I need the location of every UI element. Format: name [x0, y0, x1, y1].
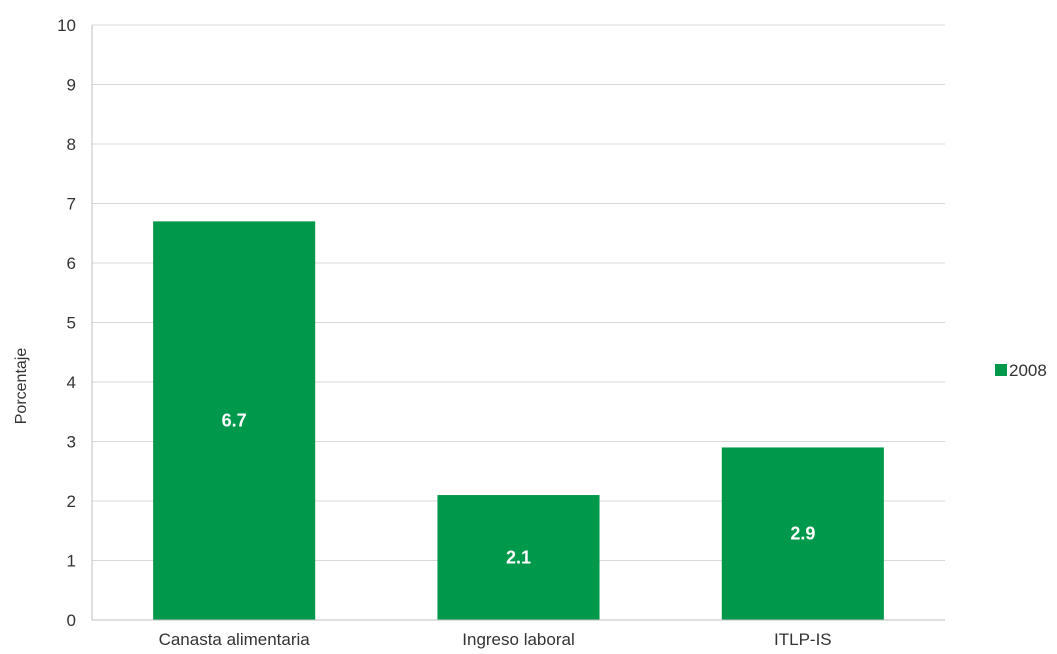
legend-swatch-2008	[995, 364, 1007, 376]
y-axis-title: Porcentaje	[13, 348, 30, 425]
data-label: 2.1	[506, 548, 531, 568]
x-category-label: ITLP-IS	[774, 630, 832, 649]
legend-label-2008: 2008	[1009, 361, 1047, 380]
data-label: 2.9	[790, 524, 815, 544]
y-tick-label: 9	[67, 76, 76, 95]
y-tick-label: 4	[67, 373, 76, 392]
legend: 2008	[995, 361, 1047, 380]
bar-0	[153, 221, 316, 620]
x-category-label: Canasta alimentaria	[159, 630, 311, 649]
y-tick-label: 6	[67, 254, 76, 273]
data-labels: 6.7 2.1 2.9	[222, 411, 816, 568]
y-tick-label: 1	[67, 552, 76, 571]
y-tick-label: 3	[67, 433, 76, 452]
y-tick-label: 7	[67, 195, 76, 214]
y-axis-ticks: 0 1 2 3 4 5 6 7 8 9 10	[57, 16, 76, 630]
y-tick-label: 0	[67, 611, 76, 630]
y-tick-label: 8	[67, 135, 76, 154]
y-tick-label: 2	[67, 492, 76, 511]
y-tick-label: 10	[57, 16, 76, 35]
x-category-label: Ingreso laboral	[462, 630, 574, 649]
data-label: 6.7	[222, 411, 247, 431]
bars	[153, 221, 884, 620]
bar-2	[721, 447, 884, 620]
x-axis-categories: Canasta alimentaria Ingreso laboral ITLP-I…	[159, 630, 832, 649]
bar-1	[437, 495, 600, 620]
y-tick-label: 5	[67, 314, 76, 333]
